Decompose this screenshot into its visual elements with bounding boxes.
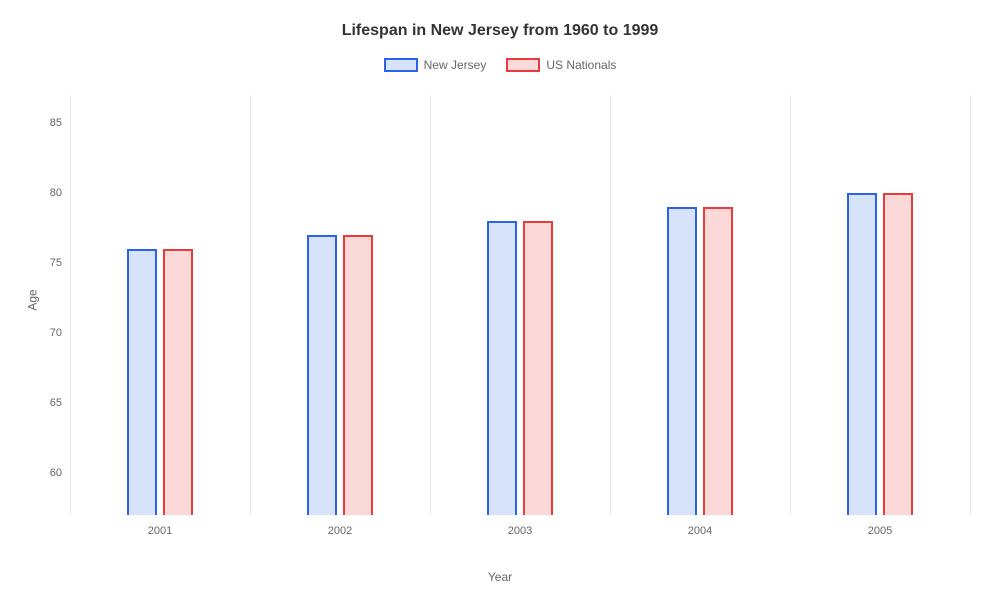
bars-layer <box>70 95 970 515</box>
gridline-vertical <box>790 95 791 515</box>
gridline-vertical <box>70 95 71 515</box>
bar[interactable] <box>307 235 337 515</box>
chart-container: Lifespan in New Jersey from 1960 to 1999… <box>0 0 1000 600</box>
x-tick-label: 2002 <box>328 525 352 537</box>
legend-item-nj[interactable]: New Jersey <box>384 58 487 72</box>
x-axis-label: Year <box>488 570 512 584</box>
x-tick-label: 2005 <box>868 525 892 537</box>
legend-swatch-icon <box>384 58 418 72</box>
gridline-vertical <box>610 95 611 515</box>
y-tick-label: 80 <box>50 187 62 199</box>
gridline-vertical <box>250 95 251 515</box>
legend-item-us[interactable]: US Nationals <box>506 58 616 72</box>
bar[interactable] <box>883 193 913 515</box>
y-axis-label: Age <box>26 289 40 310</box>
y-tick-label: 85 <box>50 117 62 129</box>
bar[interactable] <box>703 207 733 515</box>
chart-title: Lifespan in New Jersey from 1960 to 1999 <box>0 0 1000 40</box>
y-tick-label: 65 <box>50 397 62 409</box>
bar[interactable] <box>163 249 193 515</box>
legend: New Jersey US Nationals <box>0 58 1000 72</box>
bar[interactable] <box>343 235 373 515</box>
y-tick-label: 75 <box>50 257 62 269</box>
bar[interactable] <box>847 193 877 515</box>
bar[interactable] <box>487 221 517 515</box>
x-tick-label: 2003 <box>508 525 532 537</box>
bar[interactable] <box>667 207 697 515</box>
bar[interactable] <box>523 221 553 515</box>
plot-area: 60657075808520012002200320042005 <box>70 95 970 515</box>
y-tick-label: 70 <box>50 327 62 339</box>
legend-swatch-icon <box>506 58 540 72</box>
gridline-vertical <box>430 95 431 515</box>
bar[interactable] <box>127 249 157 515</box>
gridline-vertical <box>970 95 971 515</box>
legend-label: New Jersey <box>424 58 487 72</box>
x-tick-label: 2001 <box>148 525 172 537</box>
y-tick-label: 60 <box>50 467 62 479</box>
x-tick-label: 2004 <box>688 525 712 537</box>
legend-label: US Nationals <box>546 58 616 72</box>
